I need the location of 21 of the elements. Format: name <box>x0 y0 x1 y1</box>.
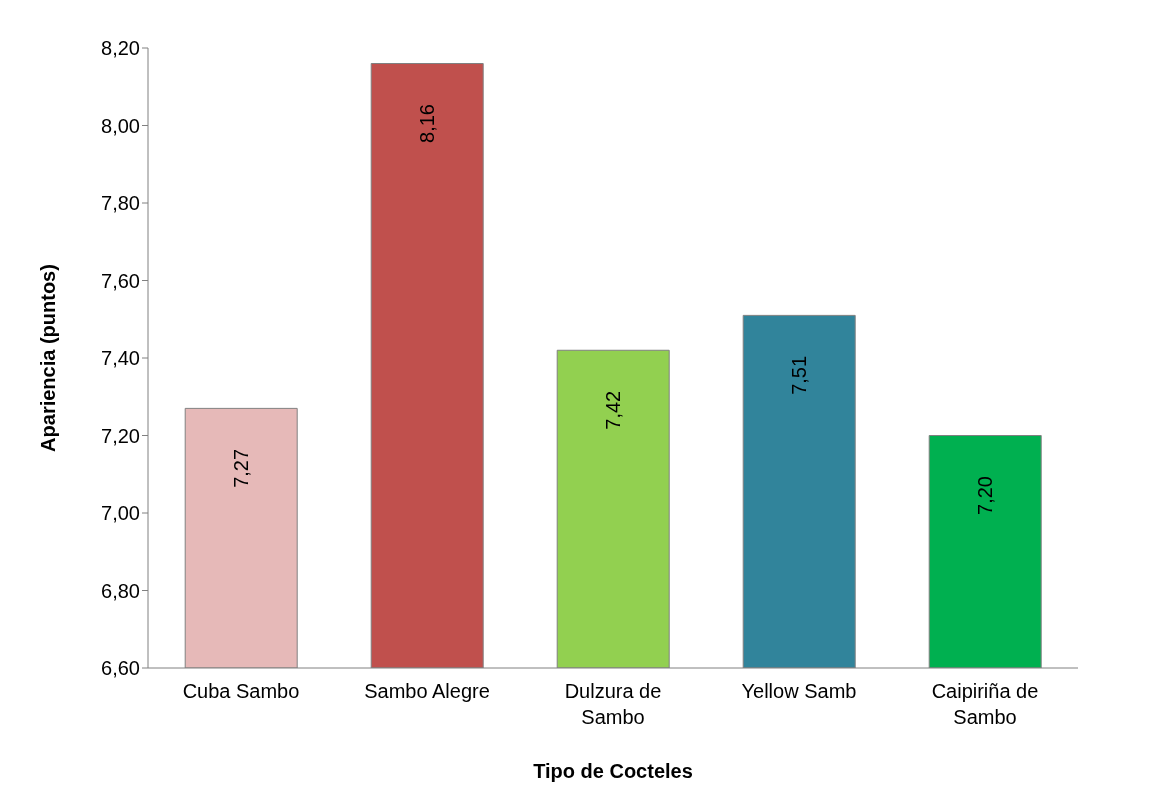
x-tick-label: Dulzura de Sambo <box>564 680 662 728</box>
x-tick-label: Sambo Alegre <box>364 680 490 702</box>
data-label: 7,51 <box>788 355 811 395</box>
y-tick-label: 6,60 <box>101 657 140 680</box>
y-tick-label: 7,00 <box>101 502 140 525</box>
y-tick-label: 7,40 <box>101 347 140 370</box>
x-tick-label: Yellow Samb <box>741 680 857 702</box>
y-axis-title: Apariencia (puntos) <box>37 264 60 452</box>
y-tick-label: 7,60 <box>101 269 140 292</box>
y-tick-label: 8,00 <box>101 114 140 137</box>
y-tick-label: 8,20 <box>101 37 140 60</box>
x-tick-label: Cuba Sambo <box>182 680 300 702</box>
y-tick-label: 7,80 <box>101 192 140 215</box>
x-tick-label: Caipiriña de Sambo <box>931 680 1039 728</box>
data-label: 7,42 <box>602 390 625 430</box>
data-label: 7,20 <box>974 476 997 515</box>
y-tick-label: 7,20 <box>101 424 140 447</box>
data-label: 7,27 <box>230 448 253 488</box>
y-tick-label: 6,80 <box>101 579 140 602</box>
data-label: 8,16 <box>416 104 439 143</box>
x-axis-title: Tipo de Cocteles <box>533 760 693 782</box>
